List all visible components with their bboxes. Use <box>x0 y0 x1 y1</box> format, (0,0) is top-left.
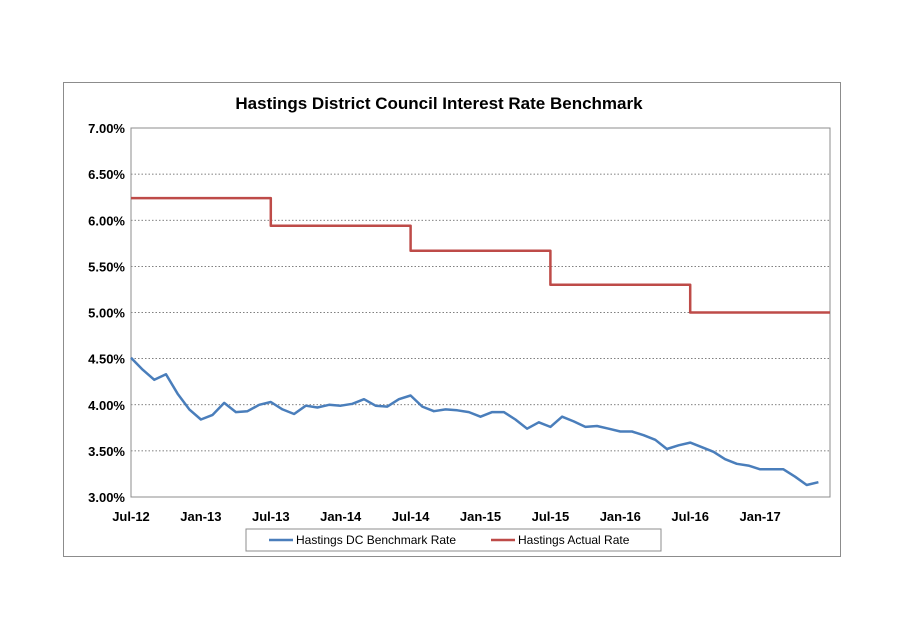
y-tick-label: 3.00% <box>88 490 125 505</box>
chart-title: Hastings District Council Interest Rate … <box>235 94 643 113</box>
x-tick-label: Jul-14 <box>392 509 430 524</box>
legend: Hastings DC Benchmark Rate Hastings Actu… <box>245 528 662 552</box>
chart-frame: Hastings District Council Interest Rate … <box>63 82 841 557</box>
x-tick-label: Jan-14 <box>320 509 362 524</box>
series-lines <box>130 196 830 487</box>
y-tick-label: 7.00% <box>88 121 125 136</box>
x-axis-tick-labels: Jul-12 Jan-13 Jul-13 Jan-14 Jul-14 Jan-15 Jul-… <box>112 509 780 524</box>
x-tick-label: Jan-16 <box>600 509 641 524</box>
y-tick-label: 4.00% <box>88 398 125 413</box>
series-line-benchmark <box>130 356 819 487</box>
y-tick-label: 4.50% <box>88 352 125 367</box>
y-axis-tick-labels: 3.00% 3.50% 4.00% 4.50% 5.00% 5.50% 6.00% 6.50%… <box>88 121 125 505</box>
x-tick-label: Jul-15 <box>532 509 570 524</box>
y-tick-label: 5.50% <box>88 259 125 274</box>
x-tick-label: Jan-13 <box>180 509 221 524</box>
legend-box <box>245 528 662 552</box>
legend-label-benchmark: Hastings DC Benchmark Rate <box>296 533 456 547</box>
y-tick-label: 5.00% <box>88 306 125 321</box>
x-tick-label: Jan-17 <box>739 509 780 524</box>
x-tick-label: Jan-15 <box>460 509 501 524</box>
legend-label-actual: Hastings Actual Rate <box>518 533 630 547</box>
series-line-actual <box>131 196 830 314</box>
y-tick-label: 6.50% <box>88 167 125 182</box>
x-tick-label: Jul-13 <box>252 509 290 524</box>
y-tick-label: 6.00% <box>88 213 125 228</box>
interest-rate-line-chart: Hastings District Council Interest Rate … <box>88 94 831 552</box>
x-tick-label: Jul-16 <box>671 509 709 524</box>
x-tick-label: Jul-12 <box>112 509 150 524</box>
y-tick-label: 3.50% <box>88 444 125 459</box>
